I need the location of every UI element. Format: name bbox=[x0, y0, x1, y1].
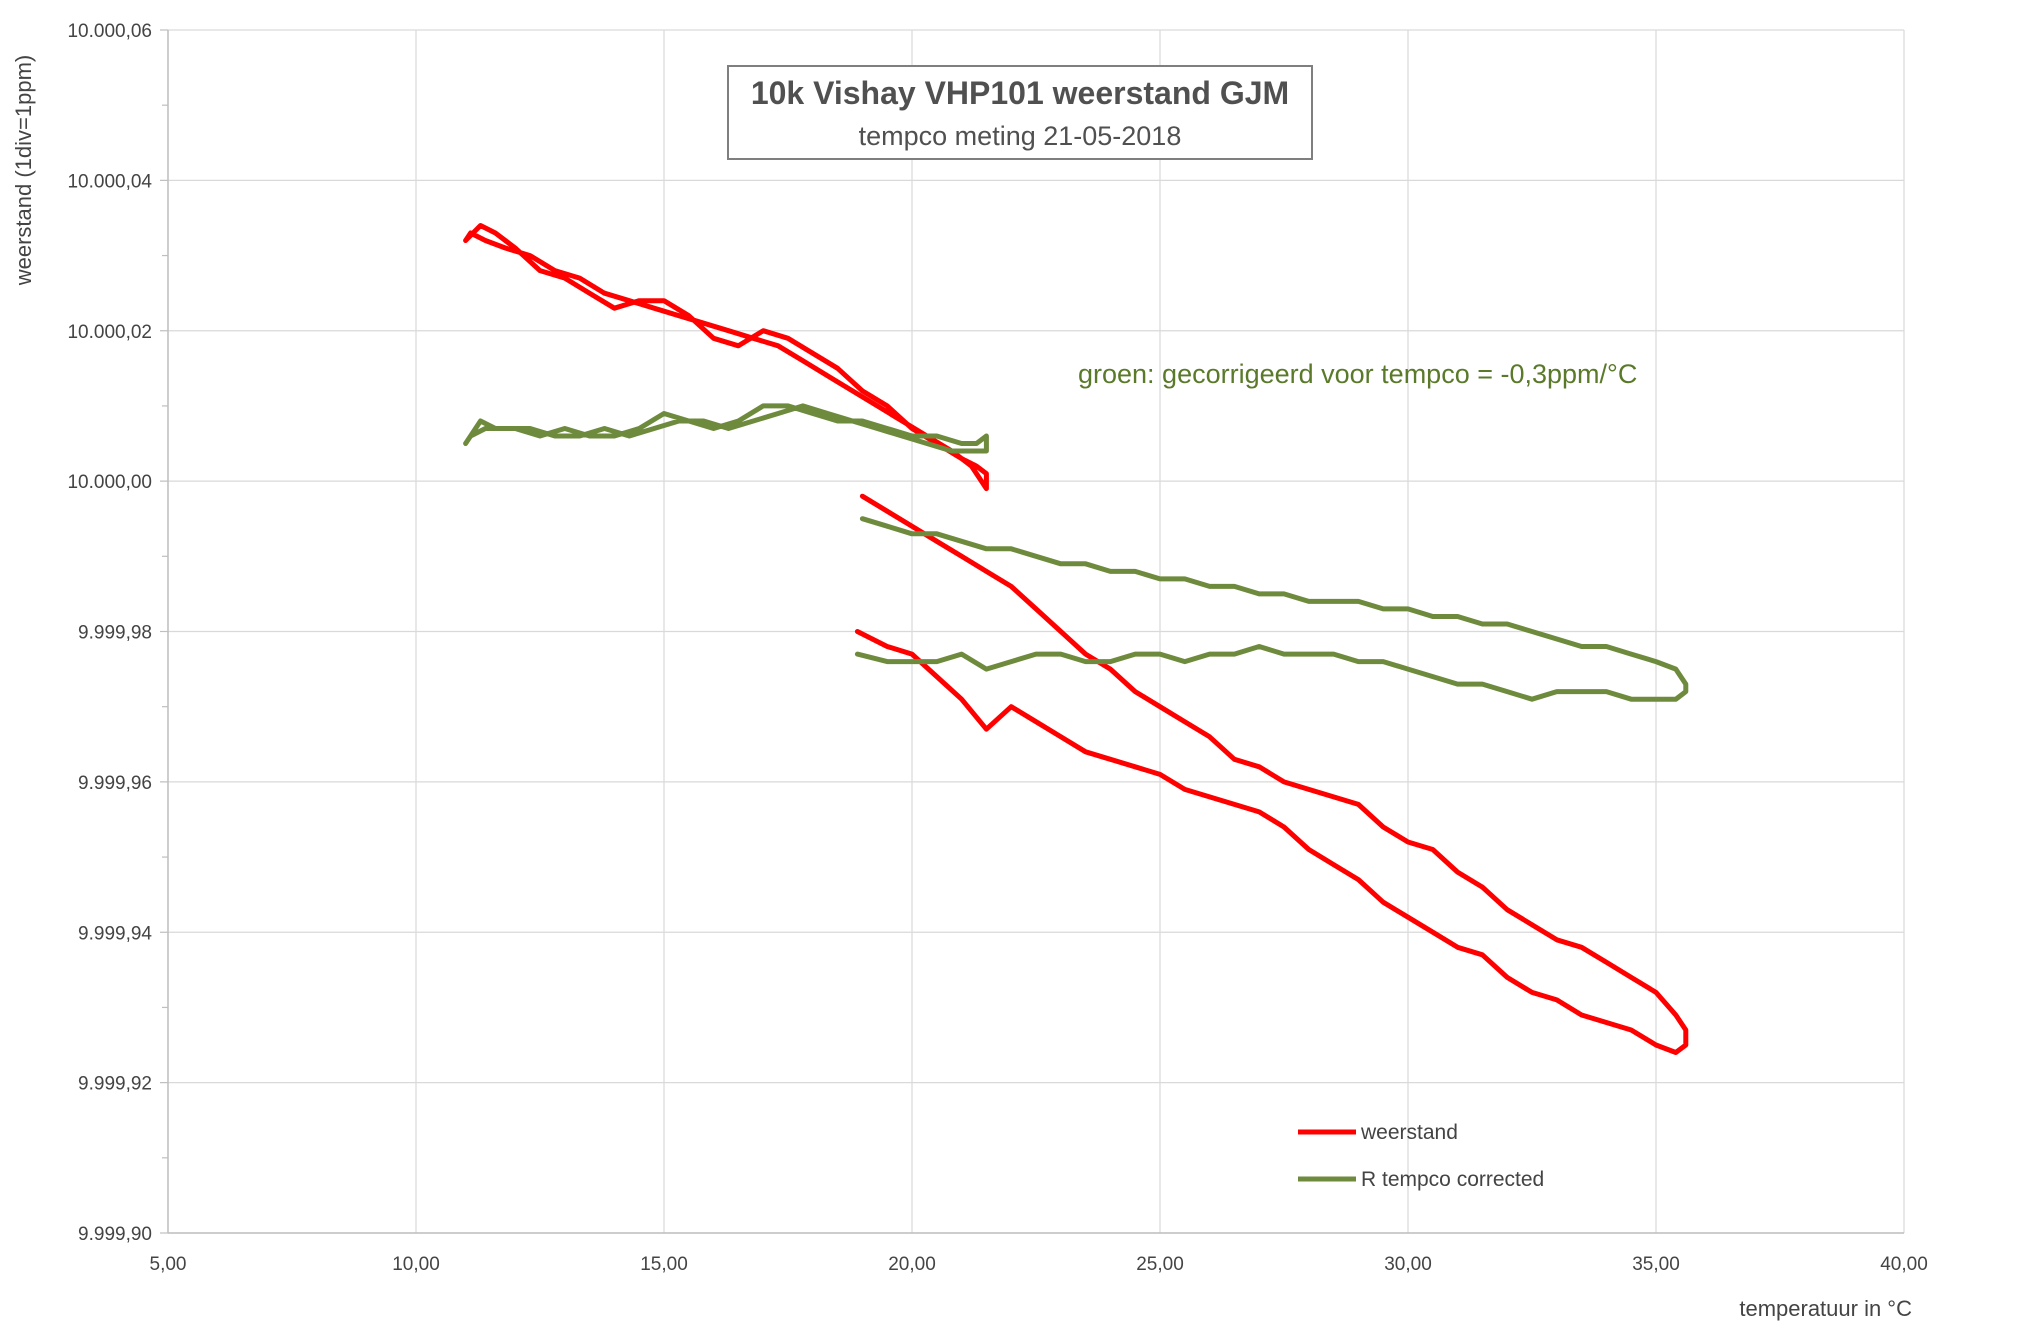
axes: 5,00 10,00 15,00 20,00 25,00 30,00 35,00 40,00 9… bbox=[67, 21, 1927, 1275]
legend-label-r-tempco-corrected: R tempco corrected bbox=[1361, 1168, 1544, 1191]
y-axis-title: weerstand (1div=1ppm) bbox=[11, 55, 36, 287]
chart-subtitle: tempco meting 21-05-2018 bbox=[859, 121, 1182, 151]
x-tick-label: 15,00 bbox=[640, 1254, 688, 1275]
y-tick-label: 9.999,94 bbox=[78, 923, 152, 944]
y-tick-label: 10.000,00 bbox=[67, 472, 152, 493]
x-tick-label: 20,00 bbox=[888, 1254, 936, 1275]
y-tick-label: 9.999,96 bbox=[78, 773, 152, 794]
series-line-r-tempco-corrected bbox=[463, 403, 989, 454]
gridlines bbox=[167, 29, 1905, 1234]
x-axis-title: temperatuur in °C bbox=[1739, 1296, 1912, 1321]
legend: weerstand R tempco corrected bbox=[1298, 1121, 1544, 1191]
series-line-weerstand bbox=[463, 223, 989, 492]
chart-title: 10k Vishay VHP101 weerstand GJM bbox=[751, 75, 1289, 111]
y-tick-label: 9.999,90 bbox=[78, 1224, 152, 1245]
x-tick-label: 25,00 bbox=[1136, 1254, 1184, 1275]
x-tick-label: 10,00 bbox=[392, 1254, 440, 1275]
chart-annotation: groen: gecorrigeerd voor tempco = -0,3pp… bbox=[1078, 359, 1637, 389]
series-line-r-tempco-corrected bbox=[854, 516, 1689, 702]
y-tick-label: 9.999,92 bbox=[78, 1074, 152, 1095]
x-tick-label: 35,00 bbox=[1632, 1254, 1680, 1275]
title-box-frame bbox=[727, 65, 1313, 160]
legend-label-weerstand: weerstand bbox=[1360, 1121, 1458, 1144]
y-tick-label: 10.000,04 bbox=[67, 171, 152, 192]
data-series bbox=[463, 223, 1689, 1055]
x-tick-label: 5,00 bbox=[150, 1254, 187, 1275]
title-box: 10k Vishay VHP101 weerstand GJM tempco m… bbox=[727, 65, 1313, 160]
x-tick-label: 40,00 bbox=[1880, 1254, 1928, 1275]
series-line-weerstand bbox=[854, 493, 1689, 1055]
y-tick-label: 9.999,98 bbox=[78, 623, 152, 644]
x-tick-label: 30,00 bbox=[1384, 1254, 1432, 1275]
y-tick-label: 10.000,02 bbox=[67, 322, 152, 343]
y-tick-label: 10.000,06 bbox=[67, 21, 152, 42]
